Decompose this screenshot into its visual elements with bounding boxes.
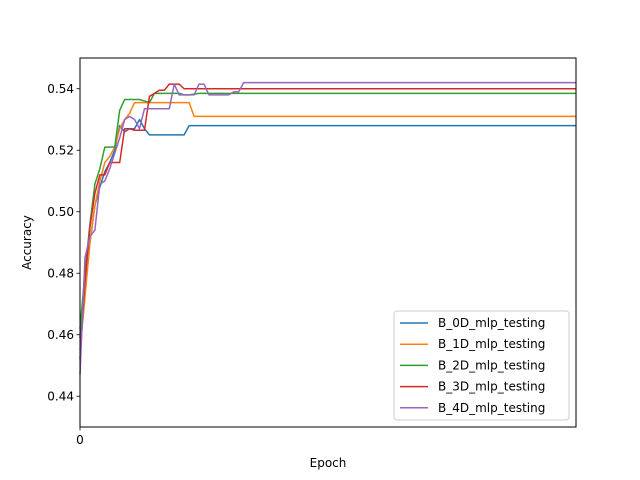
x-axis-label: Epoch — [310, 456, 347, 470]
legend: B_0D_mlp_testing B_1D_mlp_testing B_2D_mlp… — [393, 310, 570, 421]
x-tick-label: 0 — [76, 433, 84, 447]
series-line-3 — [79, 83, 576, 360]
legend-box — [393, 310, 570, 421]
y-tick-label: 0.48 — [47, 266, 74, 280]
legend-label-2: B_2D_mlp_testing — [438, 358, 545, 372]
y-tick-label: 0.52 — [47, 143, 74, 157]
legend-label-4: B_4D_mlp_testing — [438, 401, 545, 415]
y-tick-label: 0.54 — [47, 82, 74, 96]
legend-label-1: B_1D_mlp_testing — [438, 337, 545, 351]
y-tick-label: 0.46 — [47, 328, 74, 342]
y-tick-label: 0.44 — [47, 389, 74, 403]
y-axis-label: Accuracy — [20, 215, 34, 270]
x-axis: 0 — [76, 427, 84, 447]
series-line-4 — [79, 81, 576, 375]
legend-label-3: B_3D_mlp_testing — [438, 380, 545, 394]
series-line-1 — [79, 101, 576, 351]
axes-frame — [79, 57, 577, 428]
plot-area — [79, 81, 576, 375]
y-tick-label: 0.50 — [47, 205, 74, 219]
y-axis: 0.44 0.46 0.48 0.50 0.52 0.54 — [47, 82, 80, 403]
legend-label-0: B_0D_mlp_testing — [438, 316, 545, 330]
